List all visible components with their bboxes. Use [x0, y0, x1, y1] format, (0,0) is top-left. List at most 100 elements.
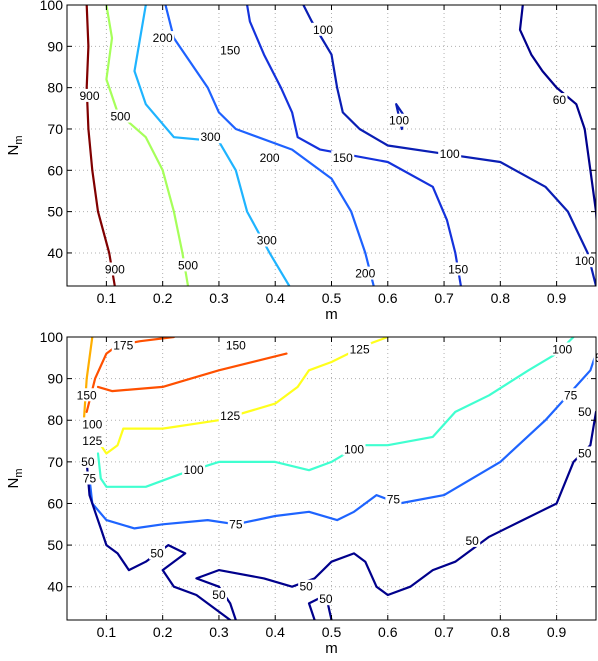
grid-lines	[67, 4, 596, 286]
contour-label: 900	[105, 262, 125, 276]
contour-label-bg	[176, 258, 200, 272]
x-tick-label: 0.3	[209, 290, 229, 306]
contour-label-bg	[298, 579, 315, 593]
x-tick-label: 0.1	[97, 624, 117, 640]
contour-label-bg	[348, 342, 372, 356]
x-tick-label: 0.4	[265, 624, 285, 640]
grid-lines	[67, 336, 596, 620]
contour-label-bg	[227, 517, 244, 531]
contour-line-900	[85, 5, 116, 286]
y-tick-label: 50	[47, 537, 63, 553]
y-axis-label-main: N	[5, 478, 22, 489]
contour-line-100	[96, 337, 575, 488]
contour-label: 75	[83, 472, 97, 486]
x-tick-label: 0.8	[491, 624, 511, 640]
contour-label: 60	[553, 93, 567, 107]
y-axis-label-sub: m	[13, 468, 25, 477]
contour-label: 100	[344, 442, 364, 456]
contour-label: 150	[333, 151, 353, 165]
y-tick-label: 90	[47, 371, 63, 387]
contour-label-bg	[331, 150, 355, 164]
contour-label-bg	[218, 43, 242, 57]
contour-label: 500	[110, 110, 130, 124]
contour-label: 50	[150, 546, 164, 560]
y-axis-label: Nm	[5, 135, 25, 155]
contour-label-bg	[311, 22, 335, 36]
contour-label: 100	[82, 417, 102, 431]
contour-label: 100	[575, 254, 595, 268]
y-axis-label-main: N	[5, 145, 22, 156]
contour-label-bg	[210, 588, 227, 602]
y-tick-label: 80	[47, 412, 63, 428]
contour-line-50	[307, 593, 333, 620]
y-tick-label: 60	[47, 495, 63, 511]
contour-label: 100	[389, 114, 409, 128]
contour-label-bg	[81, 471, 98, 485]
y-axis-label-sub: m	[13, 135, 25, 144]
contour-label: 300	[257, 234, 277, 248]
contour-label-bg	[80, 417, 104, 431]
axis-ticks: 0.1 0.2 0.3 0.4 0.5 0.6 0.7 0.8 0.9 40 50 60 70 80 90 1…	[40, 329, 596, 640]
contour-label: 100	[184, 463, 204, 477]
contour-label: 150	[77, 388, 97, 402]
y-tick-label: 70	[47, 121, 63, 137]
x-tick-label: 0.1	[97, 290, 117, 306]
contour-label-bg	[182, 463, 206, 477]
contour-label-bg	[562, 388, 579, 402]
contour-label: 50	[578, 405, 592, 419]
contour-labels: 900 900 500 500 300 300 200 200 200 150 150 150 100 1…	[78, 22, 598, 281]
x-tick-label: 0.8	[491, 290, 511, 306]
contour-label: 500	[178, 258, 198, 272]
contour-line-150	[82, 337, 94, 422]
contour-label-bg	[576, 404, 593, 418]
contour-label-bg	[464, 533, 481, 547]
contour-label: 75	[564, 388, 578, 402]
x-tick-label: 0.4	[265, 290, 285, 306]
y-tick-label: 50	[47, 204, 63, 220]
contour-label-bg	[80, 434, 104, 448]
y-tick-label: 40	[47, 579, 63, 595]
contour-label: 50	[466, 534, 480, 548]
contour-label: 150	[220, 43, 240, 57]
contour-label: 100	[552, 342, 572, 356]
contour-label-bg	[151, 31, 175, 45]
contour-label: 75	[387, 492, 401, 506]
contour-labels: 175 1501501251251251001001001007575757550…	[75, 338, 598, 606]
contour-line-100	[302, 5, 596, 286]
contour-label: 50	[578, 447, 592, 461]
contour-label-bg	[573, 254, 597, 268]
contour-label: 900	[79, 89, 99, 103]
x-tick-label: 0.3	[209, 624, 229, 640]
contour-label: 75	[229, 517, 243, 531]
contour-label: 100	[313, 23, 333, 37]
contour-label: 300	[200, 130, 220, 144]
contour-label: 125	[220, 409, 240, 423]
contour-label-bg	[224, 338, 248, 352]
contour-label: 175	[113, 338, 133, 352]
y-tick-label: 90	[47, 38, 63, 54]
y-tick-label: 80	[47, 80, 63, 96]
contour-label-bg	[149, 546, 166, 560]
y-tick-label: 100	[40, 0, 64, 13]
contour-label-bg	[255, 233, 279, 247]
contour-lines	[85, 5, 596, 286]
x-tick-label: 0.5	[322, 290, 342, 306]
x-tick-label: 0.9	[547, 624, 567, 640]
contour-line-60	[518, 5, 596, 228]
contour-label-bg	[75, 388, 99, 402]
contour-label: 100	[440, 147, 460, 161]
contour-label-bg	[317, 592, 334, 606]
contour-label-bg	[111, 338, 135, 352]
contour-label-bg	[103, 262, 127, 276]
y-tick-label: 100	[40, 329, 64, 345]
x-tick-label: 0.9	[547, 290, 567, 306]
contour-label-bg	[78, 88, 102, 102]
contour-label: 50	[319, 592, 333, 606]
x-tick-label: 0.7	[434, 624, 454, 640]
contour-label-bg	[438, 146, 462, 160]
contour-label: 50	[212, 588, 226, 602]
x-tick-label: 0.5	[322, 624, 342, 640]
contour-label: 50	[81, 455, 95, 469]
bottom-contour-plot: 175 1501501251251251001001001007575757550…	[5, 329, 598, 657]
contour-label-bg	[218, 409, 242, 423]
